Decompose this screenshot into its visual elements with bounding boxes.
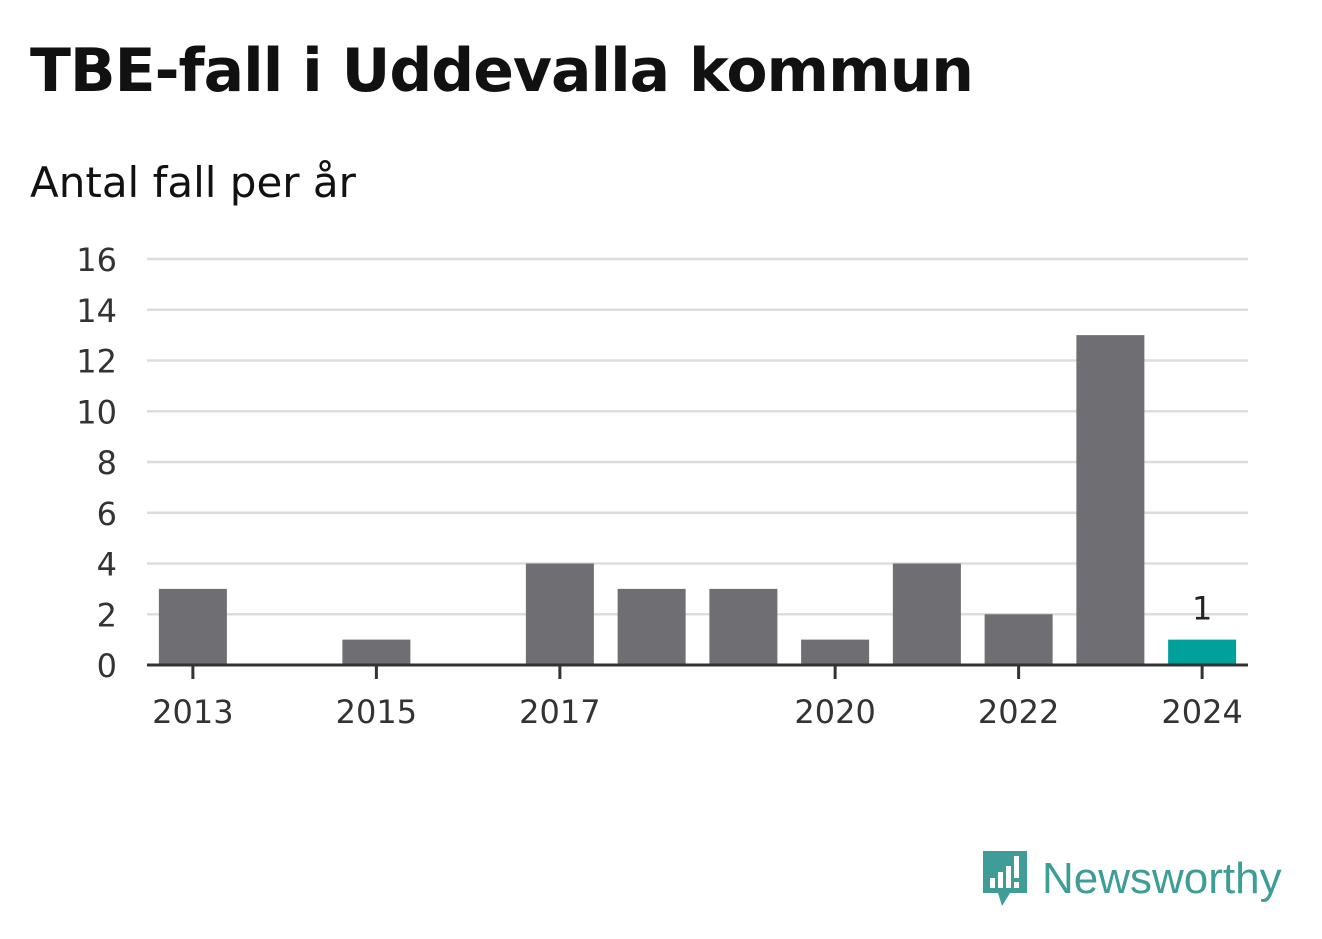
chart-title: TBE-fall i Uddevalla kommun [30, 36, 974, 106]
bar [984, 614, 1053, 665]
bar [158, 588, 227, 665]
y-tick-label: 10 [76, 393, 117, 431]
brand-logo: Newsworthy [980, 848, 1282, 910]
chart-speech-bubble-icon [983, 851, 1027, 906]
bar [1168, 639, 1237, 665]
x-tick-label: 2015 [336, 693, 417, 731]
x-tick-label: 2024 [1161, 693, 1242, 731]
bar [525, 563, 594, 665]
chart-subtitle: Antal fall per år [30, 158, 356, 207]
bar [1076, 335, 1145, 665]
y-tick-label: 4 [97, 546, 117, 584]
brand-name: Newsworthy [1042, 854, 1282, 903]
y-tick-label: 16 [76, 241, 117, 279]
x-tick-label: 2020 [794, 693, 875, 731]
y-tick-label: 0 [97, 647, 117, 685]
bar [617, 588, 686, 665]
bar [801, 639, 870, 665]
x-tick-label: 2022 [978, 693, 1059, 731]
bar [342, 639, 411, 665]
y-tick-label: 6 [97, 495, 117, 533]
bar [892, 563, 961, 665]
x-tick-label: 2017 [519, 693, 600, 731]
y-tick-label: 14 [76, 292, 117, 330]
y-tick-label: 12 [76, 343, 117, 381]
y-tick-label: 2 [97, 596, 117, 634]
data-label: 1 [1192, 590, 1212, 628]
bar [709, 588, 778, 665]
y-tick-label: 8 [97, 444, 117, 482]
x-tick-label: 2013 [152, 693, 233, 731]
